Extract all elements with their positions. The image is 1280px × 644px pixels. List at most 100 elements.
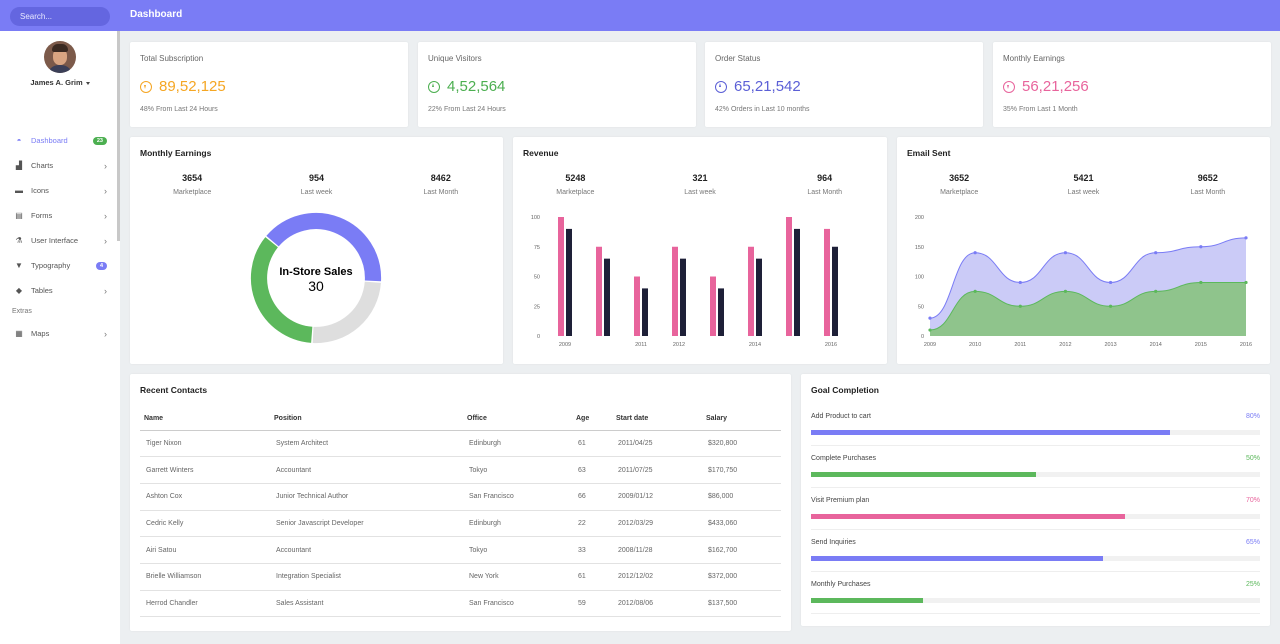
x-tick-label: 2016	[1240, 342, 1252, 348]
table-cell: 59	[572, 590, 612, 618]
goal-item: Add Product to cart 80%	[811, 404, 1260, 446]
sidebar-item-dashboard[interactable]: ◓ Dashboard 23	[0, 128, 120, 153]
data-point[interactable]	[1018, 280, 1022, 285]
summary-item: 954 Last week	[254, 173, 378, 196]
sidebar-item-icons[interactable]: ▬ Icons ›	[0, 178, 120, 203]
contacts-table: Name Position Office Age Start date Salary Ti…	[140, 407, 781, 618]
search-input[interactable]	[10, 7, 110, 26]
goal-percent: 80%	[1245, 413, 1260, 420]
data-point[interactable]	[928, 316, 932, 320]
bar[interactable]	[634, 276, 640, 337]
data-point[interactable]	[1108, 304, 1113, 308]
data-point[interactable]	[1244, 236, 1248, 240]
sidebar-nav: ◓ Dashboard 23 ▟ Charts › ▬ Icons › ▤ Forms › ⚗ User …	[0, 128, 120, 346]
donut-slice[interactable]	[312, 281, 381, 344]
data-point[interactable]	[1154, 251, 1158, 255]
data-point[interactable]	[1063, 289, 1068, 293]
table-cell: System Architect	[270, 430, 463, 458]
bar[interactable]	[786, 217, 792, 336]
table-cell: 61	[572, 430, 612, 458]
data-point[interactable]	[928, 328, 932, 332]
stat-label: Total Subscription	[140, 54, 204, 63]
data-point[interactable]	[1154, 289, 1158, 293]
sidebar-item-typography[interactable]: ▼ Typography 4	[0, 253, 120, 278]
bar[interactable]	[794, 228, 800, 336]
sidebar-scrollbar[interactable]	[117, 31, 120, 241]
bar[interactable]	[710, 276, 716, 337]
donut-slice[interactable]	[250, 237, 313, 343]
sidebar-item-user-interface[interactable]: ⚗ User Interface ›	[0, 228, 120, 253]
goal-label: Add Product to cart	[811, 413, 871, 420]
table-cell: Edinburgh	[463, 430, 572, 458]
bar[interactable]	[642, 288, 648, 336]
card-title: Monthly Earnings	[140, 148, 212, 158]
recent-contacts-card: Recent Contacts Name Position Office Age Sta…	[130, 374, 791, 631]
donut-slice[interactable]	[266, 212, 382, 282]
x-tick-label: 2012	[673, 342, 685, 348]
sidebar-item-forms[interactable]: ▤ Forms ›	[0, 203, 120, 228]
y-tick-label: 50	[534, 275, 540, 281]
stat-value: 65,21,542	[715, 78, 801, 95]
table-row[interactable]: Cedric Kelly Senior Javascript Developer E…	[140, 510, 781, 538]
sidebar-item-charts[interactable]: ▟ Charts ›	[0, 153, 120, 178]
table-row[interactable]: Airi Satou Accountant Tokyo 33 2008/11/28 $16…	[140, 536, 781, 564]
table-cell: Tokyo	[463, 536, 572, 564]
bar[interactable]	[604, 258, 610, 336]
table-row[interactable]: Ashton Cox Junior Technical Author San Fra…	[140, 483, 781, 511]
table-row[interactable]: Tiger Nixon System Architect Edinburgh 61 20…	[140, 430, 781, 458]
data-point[interactable]	[1018, 304, 1022, 308]
data-point[interactable]	[1063, 251, 1068, 255]
bar[interactable]	[566, 228, 572, 336]
data-point[interactable]	[973, 289, 977, 293]
bar[interactable]	[756, 258, 762, 336]
bar[interactable]	[824, 228, 830, 336]
bar[interactable]	[748, 246, 754, 336]
table-row[interactable]: Garrett Winters Accountant Tokyo 63 2011/07/…	[140, 456, 781, 484]
avatar[interactable]	[44, 41, 76, 73]
y-tick-label: 75	[534, 245, 540, 251]
data-point[interactable]	[1199, 245, 1203, 249]
bar[interactable]	[558, 217, 564, 336]
summary-value: 5421	[1073, 173, 1094, 183]
data-point[interactable]	[1108, 280, 1113, 285]
card-title: Email Sent	[907, 148, 951, 158]
summary-item: 3652 Marketplace	[897, 173, 1021, 196]
bar[interactable]	[596, 246, 602, 336]
data-point[interactable]	[1244, 280, 1248, 285]
table-row[interactable]: Herrod Chandler Sales Assistant San Franci…	[140, 590, 781, 618]
progress-fill	[811, 430, 1171, 435]
bar[interactable]	[680, 258, 686, 336]
progress-fill	[811, 598, 924, 603]
sidebar-item-label: Icons	[31, 186, 49, 195]
column-header[interactable]: Office	[463, 407, 572, 431]
summary-value: 9652	[1197, 173, 1218, 183]
data-point[interactable]	[1199, 280, 1203, 285]
table-cell: San Francisco	[463, 483, 572, 511]
arrow-down-circle-icon	[140, 80, 152, 93]
column-header[interactable]: Position	[270, 407, 463, 431]
progress-track	[811, 472, 1260, 477]
sidebar-item-label: Maps	[31, 329, 50, 338]
profile-menu[interactable]: James A. Grim	[0, 78, 120, 87]
x-tick-label: 2009	[924, 342, 936, 348]
column-header[interactable]: Salary	[702, 407, 781, 431]
column-header[interactable]: Start date	[612, 407, 702, 431]
stat-subtext: 35% From Last 1 Month	[1003, 106, 1078, 113]
bar[interactable]	[672, 246, 678, 336]
bar[interactable]	[832, 246, 838, 336]
sidebar-item-maps[interactable]: ▦ Maps ›	[0, 321, 120, 346]
data-point[interactable]	[973, 251, 977, 255]
summary-label: Last Month	[807, 189, 842, 196]
stat-label: Unique Visitors	[428, 54, 482, 63]
y-tick-label: 25	[534, 304, 540, 310]
chevron-right-icon: ›	[104, 328, 107, 339]
summary-item: 9652 Last Month	[1146, 173, 1270, 196]
column-header[interactable]: Name	[140, 407, 270, 431]
summary-value: 8462	[430, 173, 451, 183]
column-header[interactable]: Age	[572, 407, 612, 431]
table-row[interactable]: Brielle Williamson Integration Specialist…	[140, 563, 781, 591]
table-cell: Edinburgh	[463, 510, 572, 538]
goal-item: Send Inquiries 65%	[811, 530, 1260, 572]
bar[interactable]	[718, 288, 724, 336]
sidebar-item-tables[interactable]: ◆ Tables ›	[0, 278, 120, 303]
